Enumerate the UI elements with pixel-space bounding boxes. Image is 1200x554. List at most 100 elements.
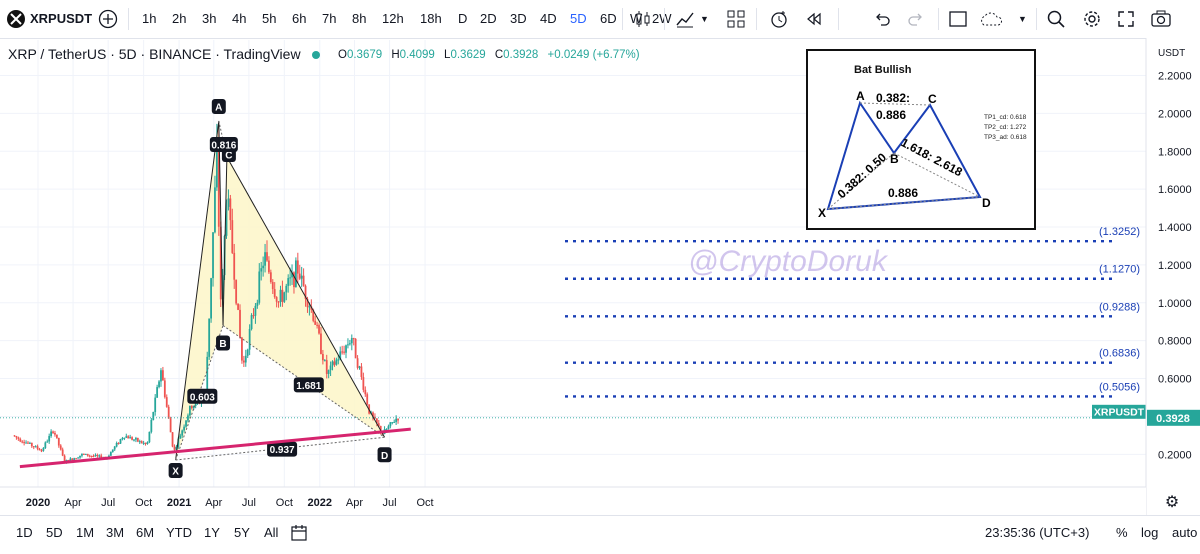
interval-5h[interactable]: 5h <box>262 11 277 26</box>
ratio-label-abc: 0.816 <box>211 140 236 151</box>
candle-body <box>21 441 24 443</box>
range-1d[interactable]: 1D <box>16 525 33 540</box>
candle-body <box>185 420 187 427</box>
save-dropdown-icon[interactable]: ▼ <box>1018 14 1027 24</box>
fib-level-label: (0.6836) <box>1099 348 1140 360</box>
candles-style-icon[interactable] <box>632 0 654 38</box>
settings-gear-icon[interactable] <box>1082 0 1102 38</box>
range-5d[interactable]: 5D <box>46 525 63 540</box>
interval-5d[interactable]: 5D <box>570 11 587 26</box>
candle-body <box>360 366 363 378</box>
candle-body <box>34 446 37 448</box>
candle-body <box>385 429 388 431</box>
camera-snapshot-icon[interactable] <box>1150 0 1172 38</box>
price-chart[interactable]: (1.3252) (1.1270) (0.9288) (0.6836) (0.5056)… <box>0 38 1200 515</box>
diagram-title: Bat Bullish <box>854 64 912 76</box>
layout-single-icon[interactable] <box>948 0 968 38</box>
diagram-label-b: B <box>890 152 899 166</box>
candle-body <box>96 454 99 457</box>
percent-scale-toggle[interactable]: % <box>1116 525 1128 540</box>
pattern-point-d: D <box>381 451 388 462</box>
candle-body <box>32 446 35 448</box>
range-1m[interactable]: 1M <box>76 525 95 540</box>
interval-4d[interactable]: 4D <box>540 11 557 26</box>
candle-body <box>275 297 278 302</box>
symbol-price-tag-bg <box>1092 404 1146 419</box>
redo-icon[interactable] <box>906 0 926 38</box>
ratio-label-bcd-bg <box>293 377 324 393</box>
log-scale-toggle[interactable]: log <box>1141 525 1159 540</box>
time-tick-label: Apr <box>65 497 82 509</box>
interval-1h[interactable]: 1h <box>142 11 157 26</box>
interval-3h[interactable]: 3h <box>202 11 217 26</box>
candle-body <box>393 421 396 423</box>
range-all[interactable]: All <box>264 525 279 540</box>
price-tick-label: 0.2000 <box>1158 449 1192 461</box>
interval-8h[interactable]: 8h <box>352 11 367 26</box>
candle-body <box>219 226 222 300</box>
candle-body <box>88 455 91 457</box>
candle-body <box>318 325 320 334</box>
interval-6d[interactable]: 6D <box>600 11 617 26</box>
candle-body <box>40 450 43 452</box>
interval-18h[interactable]: 18h <box>420 11 442 26</box>
compare-add-icon[interactable] <box>98 0 118 38</box>
candle-body <box>175 446 178 450</box>
pattern-point-a-bg <box>211 98 226 114</box>
candle-body <box>142 442 145 444</box>
interval-3d[interactable]: 3D <box>510 11 527 26</box>
interval-12h[interactable]: 12h <box>382 11 404 26</box>
interval-2w[interactable]: 2W <box>652 11 672 26</box>
candle-body <box>366 394 369 405</box>
symbol-search[interactable]: XRPUSDT <box>30 11 93 26</box>
candle-body <box>271 281 274 290</box>
range-ytd[interactable]: YTD <box>166 525 192 540</box>
range-6m[interactable]: 6M <box>136 525 155 540</box>
candle-body <box>339 351 342 360</box>
candle-body <box>212 232 214 279</box>
interval-w[interactable]: W <box>630 11 643 26</box>
candle-body <box>337 359 340 361</box>
interval-2h[interactable]: 2h <box>172 11 187 26</box>
candle-body <box>395 418 398 422</box>
date-range-calendar-icon[interactable] <box>290 516 308 549</box>
search-icon[interactable] <box>1046 0 1066 38</box>
interval-d[interactable]: D <box>458 11 468 26</box>
interval-4h[interactable]: 4h <box>232 11 247 26</box>
templates-grid-icon[interactable] <box>726 0 746 38</box>
range-3m[interactable]: 3M <box>106 525 125 540</box>
candle-body <box>169 418 172 433</box>
undo-icon[interactable] <box>872 0 892 38</box>
candle-body <box>92 455 95 457</box>
indicators-icon[interactable] <box>674 0 696 38</box>
auto-scale-toggle[interactable]: auto <box>1172 525 1198 540</box>
fullscreen-icon[interactable] <box>1116 0 1136 38</box>
candle-body <box>266 252 268 261</box>
candle-body <box>98 455 101 457</box>
candle-body <box>46 441 49 443</box>
replay-icon[interactable] <box>804 0 824 38</box>
candle-body <box>131 437 133 440</box>
alert-clock-icon[interactable] <box>768 0 790 38</box>
interval-2d[interactable]: 2D <box>480 11 497 26</box>
candle-body <box>293 272 295 288</box>
candle-body <box>347 344 349 346</box>
range-1y[interactable]: 1Y <box>204 525 220 540</box>
candle-body <box>30 442 33 447</box>
ratio-label-abc-bg <box>209 136 238 152</box>
candle-body <box>61 449 64 456</box>
candle-body <box>117 443 120 445</box>
symbol-logo-icon[interactable] <box>6 0 26 38</box>
candle-body <box>244 355 247 363</box>
diagram-target-3: TP3_ad: 0.618 <box>984 134 1027 141</box>
candle-body <box>279 289 282 302</box>
clock-time[interactable]: 23:35:36 (UTC+3) <box>985 525 1090 540</box>
cloud-save-icon[interactable] <box>978 0 1004 38</box>
interval-7h[interactable]: 7h <box>322 11 337 26</box>
candle-body <box>188 405 191 416</box>
indicators-dropdown-icon[interactable]: ▼ <box>700 14 709 24</box>
candle-body <box>25 442 27 444</box>
range-5y[interactable]: 5Y <box>234 525 250 540</box>
candle-body <box>173 446 176 450</box>
interval-6h[interactable]: 6h <box>292 11 307 26</box>
